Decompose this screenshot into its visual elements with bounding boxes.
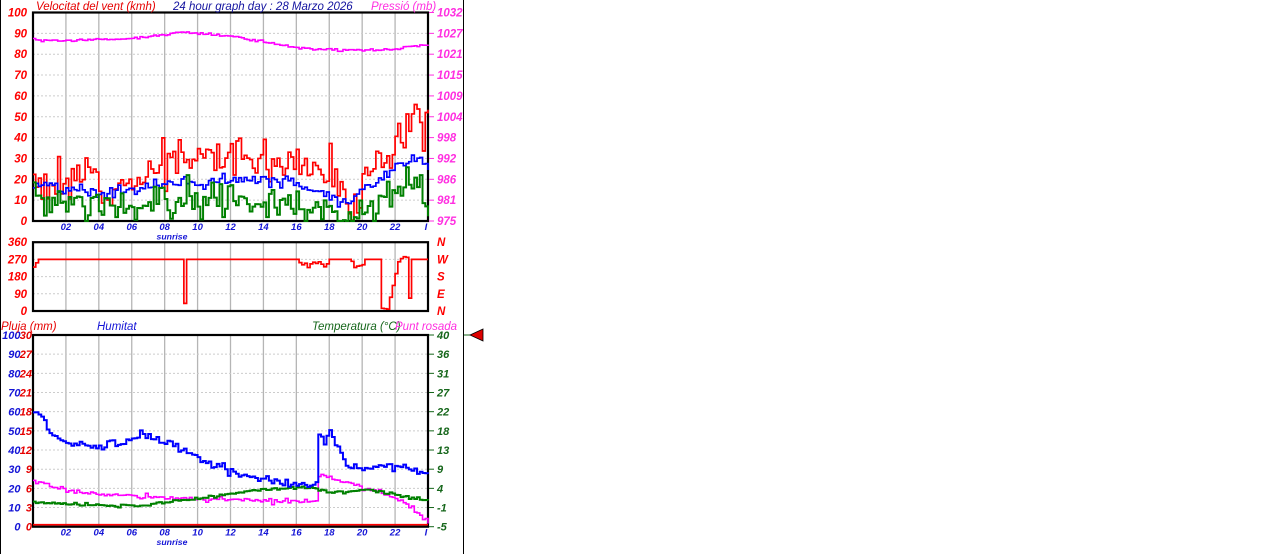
svg-text:18: 18 — [437, 426, 450, 438]
svg-text:1027: 1027 — [437, 28, 463, 40]
svg-text:6: 6 — [26, 483, 33, 495]
svg-text:24 hour graph day : 28 Marzo 2: 24 hour graph day : 28 Marzo 2026 — [172, 1, 353, 13]
svg-text:0: 0 — [21, 306, 28, 318]
svg-text:27: 27 — [19, 349, 33, 361]
svg-text:15: 15 — [20, 426, 33, 438]
svg-text:24: 24 — [19, 368, 32, 380]
svg-text:16: 16 — [291, 222, 302, 233]
svg-text:N: N — [437, 237, 446, 249]
svg-text:04: 04 — [94, 528, 105, 539]
svg-text:270: 270 — [7, 254, 28, 266]
svg-text:90: 90 — [14, 289, 27, 301]
svg-text:Punt rosada: Punt rosada — [395, 321, 457, 333]
svg-text:30: 30 — [14, 153, 27, 165]
svg-text:18: 18 — [324, 528, 335, 539]
svg-text:13: 13 — [437, 445, 449, 457]
svg-text:50: 50 — [14, 112, 27, 124]
svg-text:9: 9 — [437, 464, 444, 476]
svg-text:Humitat: Humitat — [97, 321, 137, 333]
svg-text:18: 18 — [20, 407, 33, 419]
svg-text:9: 9 — [26, 464, 33, 476]
svg-text:27: 27 — [436, 388, 450, 400]
svg-text:10: 10 — [192, 528, 203, 539]
svg-text:16: 16 — [291, 528, 302, 539]
svg-text:12: 12 — [225, 222, 236, 233]
svg-text:04: 04 — [94, 222, 105, 233]
svg-text:Pressió (mb): Pressió (mb) — [371, 1, 436, 13]
svg-text:Pluja (mm): Pluja (mm) — [1, 321, 57, 333]
svg-text:02: 02 — [61, 528, 72, 539]
svg-text:Temperatura (°C): Temperatura (°C) — [312, 321, 401, 333]
svg-text:-5: -5 — [437, 522, 448, 534]
svg-text:20: 20 — [13, 174, 27, 186]
svg-text:40: 40 — [13, 133, 27, 145]
svg-text:60: 60 — [14, 91, 27, 103]
svg-text:10: 10 — [8, 503, 21, 515]
svg-text:360: 360 — [8, 237, 28, 249]
svg-text:1004: 1004 — [437, 112, 463, 124]
svg-text:I: I — [425, 222, 428, 233]
svg-text:20: 20 — [356, 528, 368, 539]
svg-text:22: 22 — [436, 407, 449, 419]
svg-text:06: 06 — [126, 528, 137, 539]
svg-text:992: 992 — [437, 153, 457, 165]
svg-text:-1: -1 — [437, 503, 447, 515]
svg-text:0: 0 — [26, 522, 33, 534]
svg-text:06: 06 — [126, 222, 137, 233]
svg-text:E: E — [437, 289, 445, 301]
svg-text:975: 975 — [437, 216, 457, 228]
svg-text:21: 21 — [19, 388, 32, 400]
svg-text:180: 180 — [8, 272, 28, 284]
svg-text:20: 20 — [7, 483, 21, 495]
svg-text:12: 12 — [20, 445, 32, 457]
svg-text:986: 986 — [437, 174, 457, 186]
svg-text:Velocitat del vent (kmh): Velocitat del vent (kmh) — [36, 1, 156, 13]
svg-text:12: 12 — [225, 528, 236, 539]
svg-text:sunrise: sunrise — [157, 537, 188, 547]
svg-text:0: 0 — [14, 522, 21, 534]
svg-text:22: 22 — [389, 222, 401, 233]
svg-text:4: 4 — [436, 483, 443, 495]
svg-text:22: 22 — [389, 528, 401, 539]
svg-text:998: 998 — [437, 133, 457, 145]
svg-text:70: 70 — [14, 70, 27, 82]
svg-text:W: W — [437, 254, 449, 266]
svg-text:02: 02 — [61, 222, 72, 233]
svg-text:I: I — [425, 528, 428, 539]
svg-text:S: S — [437, 272, 445, 284]
svg-text:10: 10 — [14, 195, 27, 207]
svg-text:80: 80 — [14, 49, 27, 61]
svg-text:14: 14 — [258, 528, 269, 539]
svg-text:20: 20 — [356, 222, 368, 233]
svg-text:1032: 1032 — [437, 8, 463, 20]
svg-text:10: 10 — [192, 222, 203, 233]
svg-text:100: 100 — [8, 8, 28, 20]
svg-text:14: 14 — [258, 222, 269, 233]
svg-text:sunrise: sunrise — [157, 232, 188, 242]
svg-text:1009: 1009 — [437, 91, 463, 103]
svg-text:981: 981 — [437, 195, 456, 207]
svg-text:31: 31 — [437, 368, 449, 380]
svg-text:1015: 1015 — [437, 70, 463, 82]
svg-text:0: 0 — [21, 216, 28, 228]
svg-text:N: N — [437, 306, 446, 318]
svg-text:18: 18 — [324, 222, 335, 233]
svg-text:30: 30 — [8, 464, 21, 476]
svg-text:36: 36 — [437, 349, 450, 361]
svg-text:90: 90 — [14, 28, 27, 40]
svg-text:3: 3 — [26, 503, 32, 515]
svg-text:1021: 1021 — [437, 49, 463, 61]
